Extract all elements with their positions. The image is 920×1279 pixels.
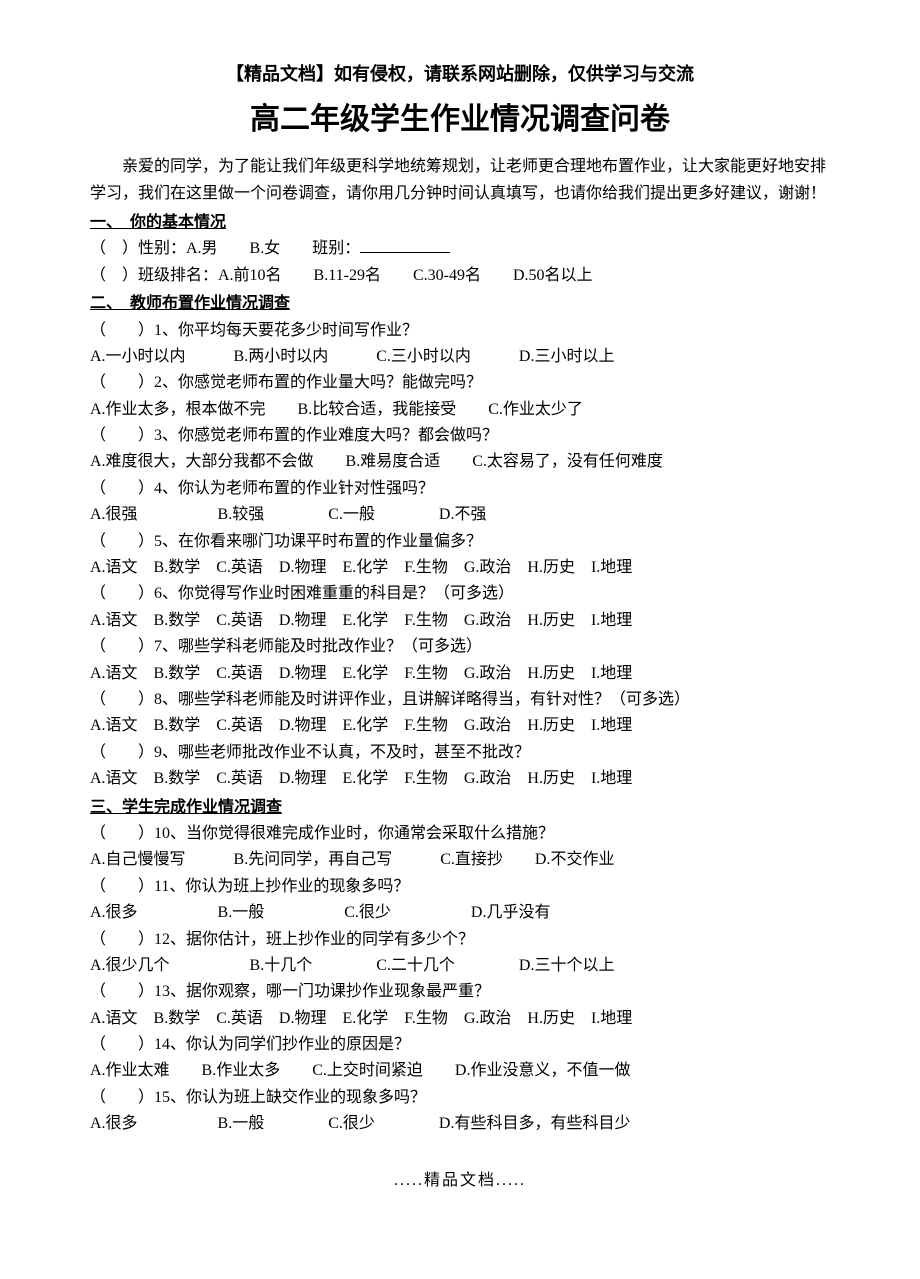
question-5: （ ）5、在你看来哪门功课平时布置的作业量偏多？: [90, 529, 830, 555]
question-14: （ ）14、你认为同学们抄作业的原因是？: [90, 1032, 830, 1058]
answer-5: A.语文 B.数学 C.英语 D.物理 E.化学 F.生物 G.政治 H.历史 …: [90, 555, 830, 581]
answer-1: A.一小时以内 B.两小时以内 C.三小时以内 D.三小时以上: [90, 344, 830, 370]
question-11: （ ）11、你认为班上抄作业的现象多吗？: [90, 874, 830, 900]
question-6: （ ）6、你觉得写作业时困难重重的科目是？（可多选）: [90, 581, 830, 607]
footer-text: .....精品文档.....: [90, 1168, 830, 1194]
section-1-title: 一、 你的基本情况: [90, 210, 830, 236]
question-8: （ ）8、哪些学科老师能及时讲评作业，且讲解详略得当，有针对性？（可多选）: [90, 687, 830, 713]
answer-7: A.语文 B.数学 C.英语 D.物理 E.化学 F.生物 G.政治 H.历史 …: [90, 661, 830, 687]
answer-9: A.语文 B.数学 C.英语 D.物理 E.化学 F.生物 G.政治 H.历史 …: [90, 766, 830, 792]
section-3-title: 三、学生完成作业情况调查: [90, 795, 830, 821]
answer-6: A.语文 B.数学 C.英语 D.物理 E.化学 F.生物 G.政治 H.历史 …: [90, 608, 830, 634]
question-9: （ ）9、哪些老师批改作业不认真，不及时，甚至不批改？: [90, 740, 830, 766]
answer-8: A.语文 B.数学 C.英语 D.物理 E.化学 F.生物 G.政治 H.历史 …: [90, 713, 830, 739]
answer-12: A.很少几个 B.十几个 C.二十几个 D.三十个以上: [90, 953, 830, 979]
header-note: 【精品文档】如有侵权，请联系网站删除，仅供学习与交流: [90, 60, 830, 90]
class-blank[interactable]: [360, 252, 450, 253]
answer-13: A.语文 B.数学 C.英语 D.物理 E.化学 F.生物 G.政治 H.历史 …: [90, 1006, 830, 1032]
intro-text: 亲爱的同学，为了能让我们年级更科学地统筹规划，让老师更合理地布置作业，让大家能更…: [90, 154, 830, 207]
question-13: （ ）13、据你观察，哪一门功课抄作业现象最严重？: [90, 979, 830, 1005]
question-4: （ ）4、你认为老师布置的作业针对性强吗？: [90, 476, 830, 502]
question-rank: （ ）班级排名：A.前10名 B.11-29名 C.30-49名 D.50名以上: [90, 263, 830, 289]
question-gender: （ ）性别：A.男 B.女 班别：: [90, 236, 830, 262]
question-3: （ ）3、你感觉老师布置的作业难度大吗？都会做吗？: [90, 423, 830, 449]
question-12: （ ）12、据你估计，班上抄作业的同学有多少个？: [90, 927, 830, 953]
question-2: （ ）2、你感觉老师布置的作业量大吗？能做完吗？: [90, 370, 830, 396]
answer-3: A.难度很大，大部分我都不会做 B.难易度合适 C.太容易了，没有任何难度: [90, 449, 830, 475]
question-10: （ ）10、当你觉得很难完成作业时，你通常会采取什么措施？: [90, 821, 830, 847]
question-15: （ ）15、你认为班上缺交作业的现象多吗？: [90, 1085, 830, 1111]
answer-10: A.自己慢慢写 B.先问同学，再自己写 C.直接抄 D.不交作业: [90, 847, 830, 873]
answer-2: A.作业太多，根本做不完 B.比较合适，我能接受 C.作业太少了: [90, 397, 830, 423]
section-2-title: 二、 教师布置作业情况调查: [90, 291, 830, 317]
answer-15: A.很多 B.一般 C.很少 D.有些科目多，有些科目少: [90, 1111, 830, 1137]
answer-14: A.作业太难 B.作业太多 C.上交时间紧迫 D.作业没意义，不值一做: [90, 1058, 830, 1084]
page-title: 高二年级学生作业情况调查问卷: [90, 95, 830, 145]
answer-11: A.很多 B.一般 C.很少 D.几乎没有: [90, 900, 830, 926]
answer-4: A.很强 B.较强 C.一般 D.不强: [90, 502, 830, 528]
question-1: （ ）1、你平均每天要花多少时间写作业？: [90, 318, 830, 344]
question-7: （ ）7、哪些学科老师能及时批改作业？（可多选）: [90, 634, 830, 660]
gender-text: （ ）性别：A.男 B.女 班别：: [90, 240, 360, 257]
